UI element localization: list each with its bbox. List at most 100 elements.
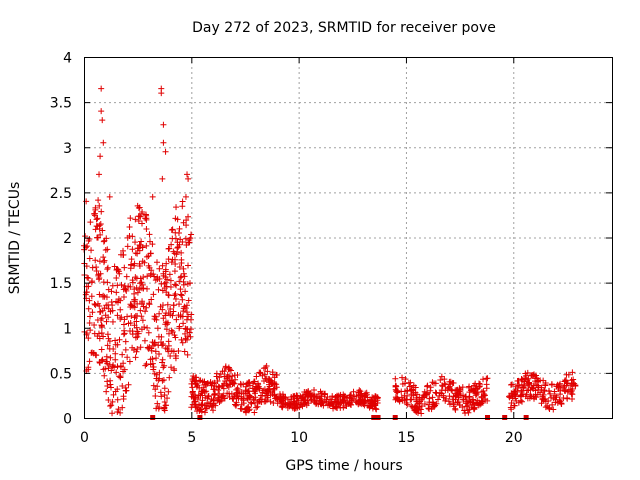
data-point <box>139 299 146 306</box>
data-point <box>253 404 260 411</box>
data-point <box>369 394 376 401</box>
data-point <box>406 383 413 390</box>
data-point <box>123 387 130 394</box>
data-point <box>94 215 101 222</box>
data-point <box>403 399 410 406</box>
data-point <box>373 406 380 413</box>
y-tick-label: 1.5 <box>50 276 72 292</box>
data-point <box>113 289 120 296</box>
data-point <box>165 256 172 263</box>
data-point <box>544 402 551 409</box>
data-point <box>266 381 273 388</box>
data-point <box>231 372 238 379</box>
data-point <box>92 351 99 358</box>
data-point <box>210 386 217 393</box>
data-point <box>120 294 127 301</box>
data-point <box>160 315 167 322</box>
data-point <box>106 361 113 368</box>
data-point <box>149 241 156 248</box>
data-point <box>104 360 111 367</box>
data-point <box>450 393 457 400</box>
data-point <box>143 242 150 249</box>
gap-marker <box>523 415 529 420</box>
data-point <box>522 393 529 400</box>
data-point <box>346 400 353 407</box>
data-point <box>184 309 191 316</box>
data-point <box>542 381 549 388</box>
data-point <box>568 390 575 397</box>
data-point <box>191 398 198 405</box>
data-point <box>408 403 415 410</box>
data-point <box>131 304 138 311</box>
data-point <box>96 274 103 281</box>
data-point <box>97 153 104 160</box>
data-point <box>243 395 250 402</box>
data-point <box>104 382 111 389</box>
data-point <box>89 264 96 271</box>
data-point <box>240 381 247 388</box>
data-point <box>539 396 546 403</box>
data-point <box>110 345 117 352</box>
data-point <box>119 404 126 411</box>
data-point <box>98 346 105 353</box>
gap-marker <box>150 415 156 420</box>
data-point <box>416 394 423 401</box>
data-point <box>569 385 576 392</box>
data-point <box>120 321 127 328</box>
data-points <box>81 85 579 417</box>
data-point <box>521 378 528 385</box>
data-point <box>226 366 233 373</box>
data-point <box>176 301 183 308</box>
y-axis-title: SRMTID / TECUs <box>7 182 23 295</box>
data-point <box>567 382 574 389</box>
data-point <box>86 255 93 262</box>
data-point <box>483 385 490 392</box>
data-point <box>146 301 153 308</box>
data-point <box>372 402 379 409</box>
data-point <box>133 284 140 291</box>
data-point <box>105 314 112 321</box>
data-point <box>240 390 247 397</box>
data-point <box>175 229 182 236</box>
data-point <box>172 296 179 303</box>
data-point <box>219 382 226 389</box>
data-point <box>171 367 178 374</box>
data-point <box>137 213 144 220</box>
data-point <box>153 355 160 362</box>
data-point <box>114 386 121 393</box>
data-point <box>538 400 545 407</box>
data-point <box>105 335 112 342</box>
data-point <box>100 333 107 340</box>
data-point <box>159 262 166 269</box>
data-point <box>102 246 109 253</box>
data-point <box>109 318 116 325</box>
gap-marker <box>197 415 203 420</box>
data-point <box>127 215 134 222</box>
data-point <box>469 399 476 406</box>
data-point <box>126 328 133 335</box>
data-point <box>198 401 205 408</box>
data-point <box>166 245 173 252</box>
data-point <box>398 394 405 401</box>
data-point <box>413 398 420 405</box>
data-point <box>152 277 159 284</box>
data-point <box>123 273 130 280</box>
data-point <box>282 395 289 402</box>
data-point <box>350 388 357 395</box>
data-point <box>98 208 105 215</box>
data-point <box>206 403 213 410</box>
data-point <box>426 401 433 408</box>
data-point <box>347 391 354 398</box>
data-point <box>446 378 453 385</box>
data-point <box>124 243 131 250</box>
data-point <box>476 383 483 390</box>
data-point <box>173 204 180 211</box>
data-point <box>233 390 240 397</box>
data-point <box>436 392 443 399</box>
data-point <box>98 329 105 336</box>
x-tick-label: 0 <box>80 430 89 446</box>
data-point <box>101 372 108 379</box>
data-point <box>178 249 185 256</box>
data-point <box>223 375 230 382</box>
data-point <box>148 296 155 303</box>
